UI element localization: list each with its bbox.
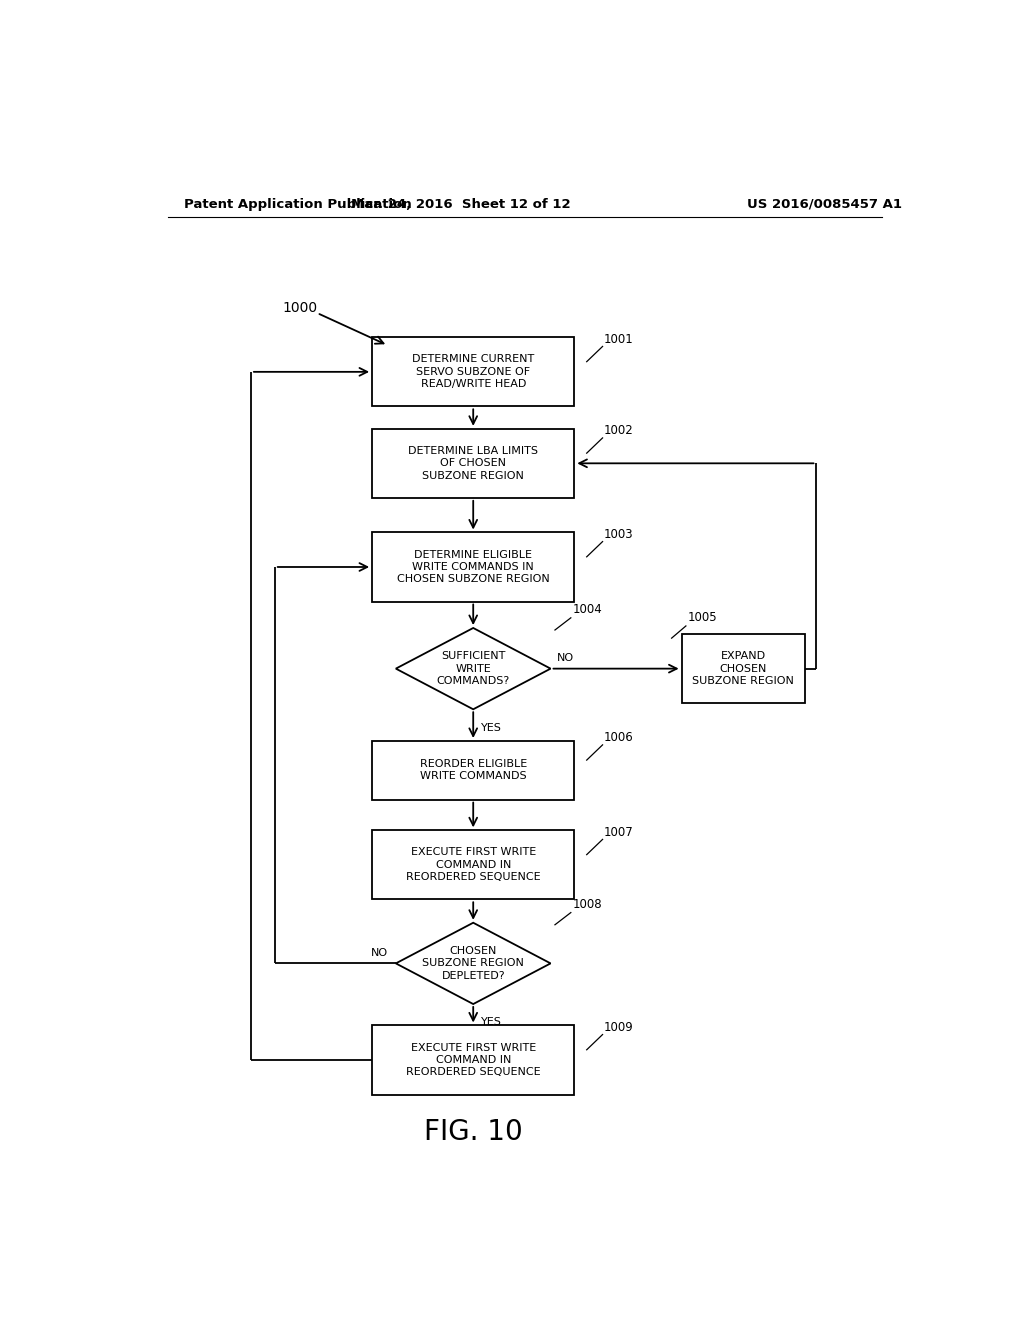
Text: DETERMINE ELIGIBLE
WRITE COMMANDS IN
CHOSEN SUBZONE REGION: DETERMINE ELIGIBLE WRITE COMMANDS IN CHO… xyxy=(397,549,550,585)
Text: 1004: 1004 xyxy=(572,603,602,616)
Text: YES: YES xyxy=(481,722,502,733)
Bar xyxy=(682,634,805,704)
Text: 1008: 1008 xyxy=(572,898,602,911)
Text: NO: NO xyxy=(371,948,388,958)
Text: DETERMINE CURRENT
SERVO SUBZONE OF
READ/WRITE HEAD: DETERMINE CURRENT SERVO SUBZONE OF READ/… xyxy=(412,355,535,389)
Text: EXPAND
CHOSEN
SUBZONE REGION: EXPAND CHOSEN SUBZONE REGION xyxy=(692,651,794,686)
Text: YES: YES xyxy=(481,1018,502,1027)
Bar xyxy=(372,830,574,899)
Text: 1005: 1005 xyxy=(687,611,717,624)
Text: 1000: 1000 xyxy=(283,301,317,314)
Text: US 2016/0085457 A1: US 2016/0085457 A1 xyxy=(748,198,902,211)
Text: 1006: 1006 xyxy=(604,731,634,744)
Text: 1003: 1003 xyxy=(604,528,634,541)
Text: DETERMINE LBA LIMITS
OF CHOSEN
SUBZONE REGION: DETERMINE LBA LIMITS OF CHOSEN SUBZONE R… xyxy=(409,446,539,480)
Bar xyxy=(372,429,574,498)
Text: 1007: 1007 xyxy=(604,826,634,838)
Text: EXECUTE FIRST WRITE
COMMAND IN
REORDERED SEQUENCE: EXECUTE FIRST WRITE COMMAND IN REORDERED… xyxy=(406,1043,541,1077)
Bar xyxy=(372,741,574,800)
Polygon shape xyxy=(396,923,551,1005)
Text: SUFFICIENT
WRITE
COMMANDS?: SUFFICIENT WRITE COMMANDS? xyxy=(436,651,510,686)
Bar xyxy=(372,1026,574,1094)
Text: 1001: 1001 xyxy=(604,333,634,346)
Text: REORDER ELIGIBLE
WRITE COMMANDS: REORDER ELIGIBLE WRITE COMMANDS xyxy=(420,759,526,781)
Text: EXECUTE FIRST WRITE
COMMAND IN
REORDERED SEQUENCE: EXECUTE FIRST WRITE COMMAND IN REORDERED… xyxy=(406,847,541,882)
Bar xyxy=(372,532,574,602)
Text: Mar. 24, 2016  Sheet 12 of 12: Mar. 24, 2016 Sheet 12 of 12 xyxy=(351,198,571,211)
Polygon shape xyxy=(396,628,551,709)
Text: 1009: 1009 xyxy=(604,1020,634,1034)
Text: NO: NO xyxy=(557,653,574,664)
Text: Patent Application Publication: Patent Application Publication xyxy=(183,198,412,211)
Text: 1002: 1002 xyxy=(604,424,634,437)
Bar xyxy=(372,338,574,407)
Text: FIG. 10: FIG. 10 xyxy=(424,1118,522,1146)
Text: CHOSEN
SUBZONE REGION
DEPLETED?: CHOSEN SUBZONE REGION DEPLETED? xyxy=(422,946,524,981)
